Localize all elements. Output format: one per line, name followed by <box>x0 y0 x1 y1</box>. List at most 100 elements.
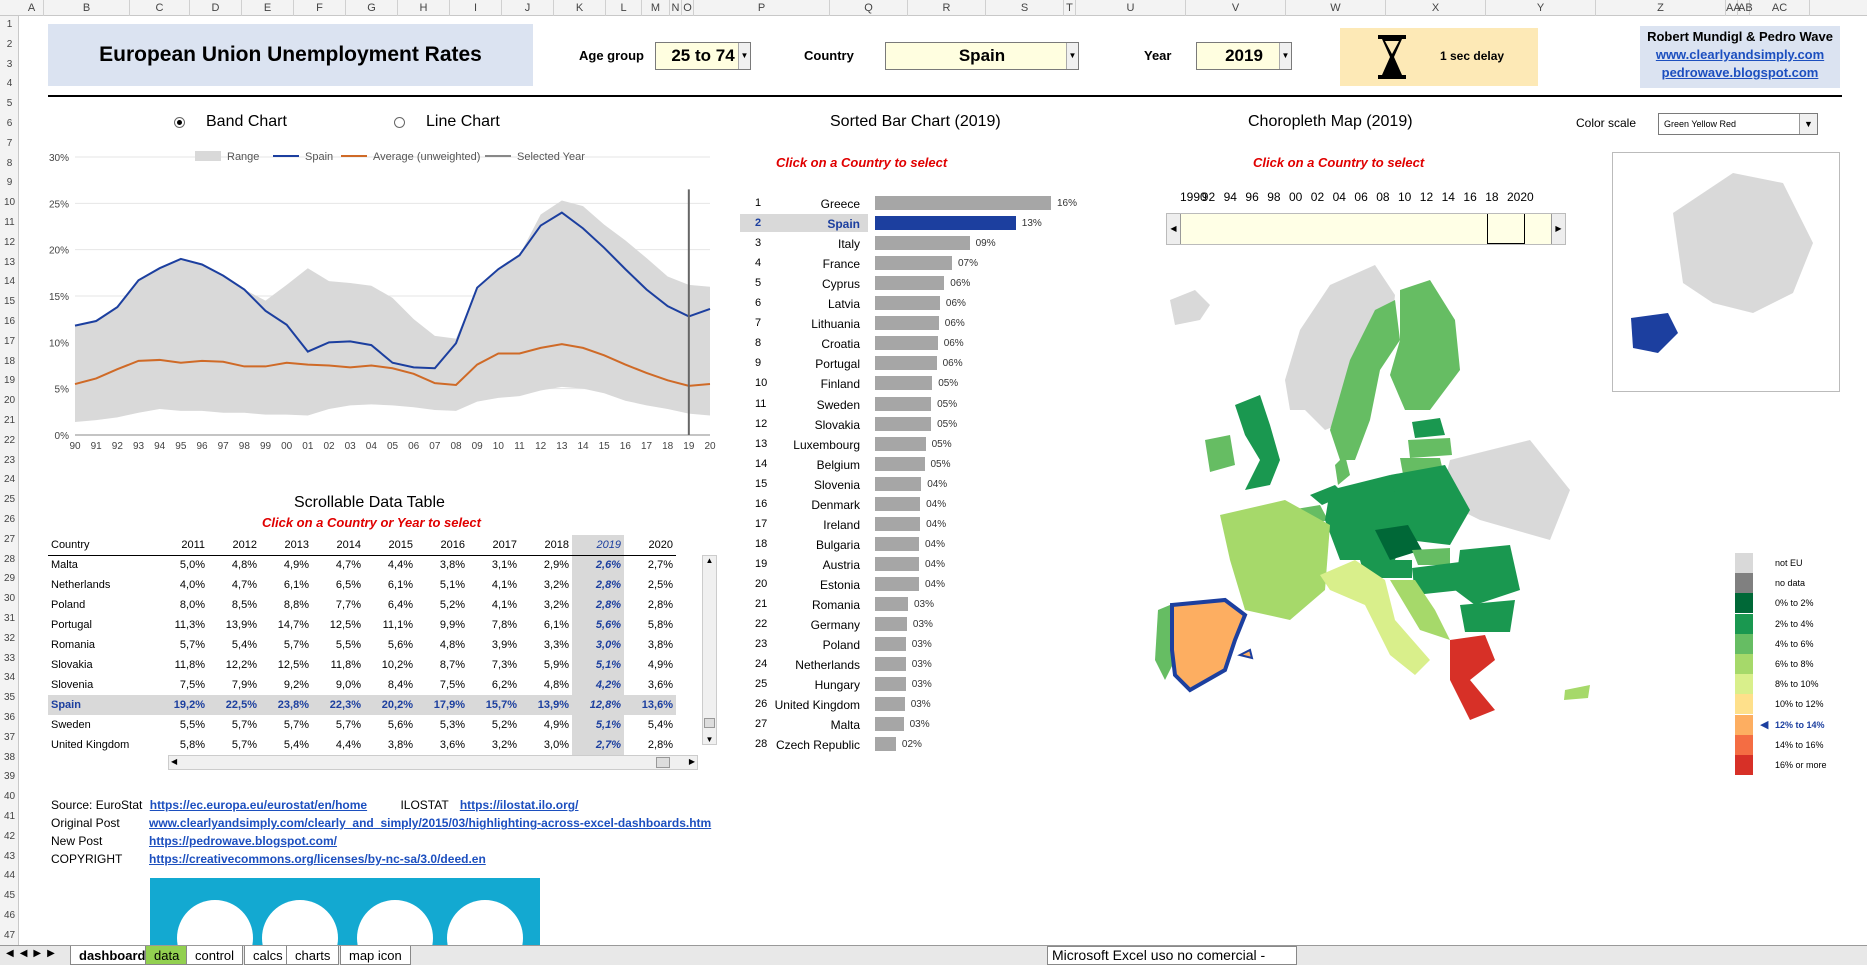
value-cell[interactable]: 14,7% <box>277 619 309 631</box>
bar-country-label[interactable]: Sweden <box>816 397 860 412</box>
column-header[interactable]: Y <box>1486 0 1596 16</box>
sheet-tab-charts[interactable]: charts <box>286 946 340 965</box>
value-cell[interactable]: 12,8% <box>572 695 624 715</box>
value-cell[interactable]: 3,2% <box>491 739 517 751</box>
row-header[interactable]: 40 <box>3 791 16 803</box>
bar-country-label[interactable]: Netherlands <box>795 658 860 673</box>
map-sweden[interactable] <box>1330 300 1400 460</box>
value-cell[interactable]: 9,2% <box>283 679 309 691</box>
orig-link[interactable]: www.clearlyandsimply.com/clearly_and_sim… <box>149 816 712 830</box>
value-cell[interactable]: 17,9% <box>416 695 468 715</box>
sheet-tab-calcs[interactable]: calcs <box>244 946 292 965</box>
bar-country-label[interactable]: Spain <box>827 217 860 232</box>
scroll-down-icon[interactable]: ▼ <box>705 735 714 744</box>
row-header[interactable]: 44 <box>3 870 16 882</box>
value-cell[interactable]: 7,7% <box>335 599 361 611</box>
bar-country-label[interactable]: Poland <box>822 638 860 653</box>
value-cell[interactable]: 5,8% <box>647 619 673 631</box>
row-header[interactable]: 46 <box>3 910 16 921</box>
column-header[interactable]: M <box>642 0 670 16</box>
column-header[interactable]: L <box>606 0 642 16</box>
table-header-cell[interactable]: 2017 <box>468 535 520 556</box>
row-header[interactable]: 28 <box>3 553 16 565</box>
bar[interactable] <box>875 476 922 491</box>
column-header[interactable]: R <box>908 0 986 16</box>
value-cell[interactable]: 13,9% <box>225 619 257 631</box>
value-cell[interactable]: 2,5% <box>647 579 673 591</box>
animation-button[interactable]: 1 sec delay <box>1340 28 1538 86</box>
row-header[interactable]: 12 <box>3 236 16 248</box>
bar[interactable] <box>875 456 925 471</box>
bar-country-label[interactable]: Hungary <box>814 678 860 693</box>
table-header-cell[interactable]: 2011 <box>156 535 208 556</box>
value-cell[interactable]: 2,7% <box>647 559 673 572</box>
map-norway[interactable] <box>1285 265 1395 430</box>
row-header[interactable]: 10 <box>3 197 16 209</box>
scroll-left-icon[interactable]: ◀ <box>171 757 178 766</box>
column-header[interactable]: F <box>294 0 346 16</box>
ilo-link[interactable]: https://ilostat.ilo.org/ <box>459 798 579 812</box>
map-france[interactable] <box>1220 500 1330 620</box>
value-cell[interactable]: 5,9% <box>543 659 569 671</box>
bar-country-label[interactable]: Italy <box>837 237 860 252</box>
country-cell[interactable]: United Kingdom <box>51 739 130 751</box>
bar[interactable] <box>875 556 919 571</box>
column-header[interactable]: AB <box>1738 0 1753 16</box>
bar[interactable] <box>875 316 939 331</box>
value-cell[interactable]: 5,7% <box>335 719 361 731</box>
bar-country-label[interactable]: Ireland <box>823 517 860 532</box>
year-dropdown[interactable]: 2019 ▼ <box>1196 42 1292 70</box>
bar[interactable] <box>875 597 908 611</box>
column-header[interactable]: W <box>1286 0 1386 16</box>
row-header[interactable]: 2 <box>6 38 13 50</box>
value-cell[interactable]: 4,9% <box>283 559 309 572</box>
row-header[interactable]: 26 <box>3 514 16 525</box>
sheet-tab-dashboard[interactable]: dashboard <box>70 946 155 965</box>
column-header[interactable]: H <box>398 0 450 16</box>
value-cell[interactable]: 5,0% <box>179 559 205 572</box>
row-header[interactable]: 7 <box>6 137 13 149</box>
value-cell[interactable]: 23,8% <box>260 695 312 715</box>
map-slovakia[interactable] <box>1412 548 1450 565</box>
value-cell[interactable]: 2,8% <box>647 739 673 751</box>
value-cell[interactable]: 3,0% <box>543 739 569 751</box>
bar[interactable] <box>875 236 970 251</box>
table-header-cell[interactable]: Country <box>48 535 156 556</box>
bar-country-label[interactable]: Austria <box>822 557 860 572</box>
bar-country-label[interactable]: Bulgaria <box>815 537 860 552</box>
value-cell[interactable]: 3,8% <box>439 559 465 572</box>
bar[interactable] <box>875 576 919 591</box>
table-row[interactable]: Sweden 5,5% 5,7% 5,7% 5,7% 5,6% 5,3% 5,2% 4,9% 5,… <box>48 715 676 735</box>
value-cell[interactable]: 3,8% <box>647 639 673 651</box>
column-header[interactable]: N <box>670 0 682 16</box>
value-cell[interactable]: 4,4% <box>387 559 413 572</box>
map-latvia[interactable] <box>1408 438 1452 458</box>
country-cell[interactable]: Slovenia <box>51 679 94 691</box>
map-finland[interactable] <box>1390 280 1460 410</box>
row-header[interactable]: 34 <box>3 672 16 684</box>
column-header[interactable]: AA <box>1726 0 1741 16</box>
value-cell[interactable]: 2,8% <box>572 595 624 615</box>
bar-country-label[interactable]: Estonia <box>819 577 860 592</box>
map-sicily[interactable] <box>1395 655 1415 670</box>
author-link-1[interactable]: www.clearlyandsimply.com <box>1655 47 1825 62</box>
map-estonia[interactable] <box>1412 418 1445 438</box>
table-header-cell[interactable]: 2015 <box>364 535 416 556</box>
map-czech[interactable] <box>1375 525 1422 560</box>
bar-country-label[interactable]: Malta <box>830 718 860 733</box>
bar[interactable] <box>875 496 921 511</box>
bar-country-label[interactable]: Cyprus <box>821 277 860 292</box>
bar-country-label[interactable]: Czech Republic <box>775 738 860 753</box>
color-scale-dropdown[interactable]: Green Yellow Red ▼ <box>1658 113 1818 135</box>
row-header[interactable]: 1 <box>6 19 13 30</box>
value-cell[interactable]: 2,7% <box>572 735 624 755</box>
column-header[interactable]: T <box>1064 0 1076 16</box>
value-cell[interactable]: 4,4% <box>335 739 361 751</box>
chevron-down-icon[interactable]: ▼ <box>1799 114 1817 134</box>
value-cell[interactable]: 4,9% <box>647 659 673 671</box>
value-cell[interactable]: 2,9% <box>543 559 569 572</box>
map-bulgaria[interactable] <box>1460 600 1515 632</box>
value-cell[interactable]: 5,8% <box>179 739 205 751</box>
value-cell[interactable]: 3,6% <box>439 739 465 751</box>
column-header[interactable]: E <box>242 0 294 16</box>
